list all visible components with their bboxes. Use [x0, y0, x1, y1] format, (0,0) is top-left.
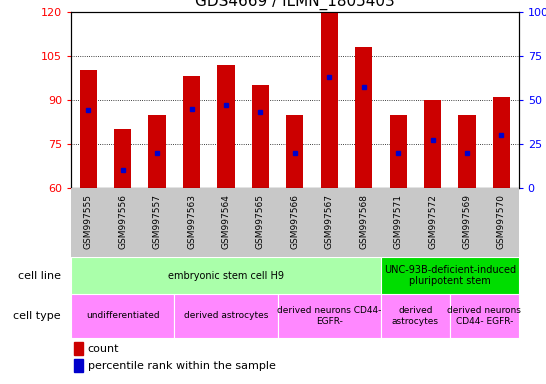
- Text: GSM997555: GSM997555: [84, 194, 93, 249]
- Text: cell type: cell type: [13, 311, 61, 321]
- Bar: [321, 12, 338, 188]
- Text: GSM997557: GSM997557: [152, 194, 162, 249]
- Bar: [450, 294, 519, 338]
- Text: GSM997568: GSM997568: [359, 194, 368, 249]
- Text: derived neurons CD44-
EGFR-: derived neurons CD44- EGFR-: [277, 306, 382, 326]
- Text: GSM997564: GSM997564: [222, 194, 230, 248]
- Bar: [381, 294, 450, 338]
- Bar: [389, 114, 407, 188]
- Title: GDS4669 / ILMN_1805403: GDS4669 / ILMN_1805403: [195, 0, 395, 10]
- Bar: [74, 359, 83, 372]
- Text: GSM997567: GSM997567: [325, 194, 334, 249]
- Text: derived astrocytes: derived astrocytes: [184, 311, 268, 320]
- Bar: [174, 294, 277, 338]
- Bar: [424, 100, 441, 188]
- Bar: [277, 294, 381, 338]
- Bar: [80, 70, 97, 188]
- Text: percentile rank within the sample: percentile rank within the sample: [87, 361, 275, 371]
- Bar: [286, 114, 304, 188]
- Bar: [355, 47, 372, 188]
- Bar: [459, 114, 476, 188]
- Text: GSM997571: GSM997571: [394, 194, 402, 249]
- Bar: [71, 257, 381, 294]
- Text: GSM997569: GSM997569: [462, 194, 472, 249]
- Bar: [493, 97, 510, 188]
- Text: GSM997572: GSM997572: [428, 194, 437, 248]
- Text: derived
astrocytes: derived astrocytes: [392, 306, 439, 326]
- Text: GSM997565: GSM997565: [256, 194, 265, 249]
- Bar: [217, 65, 235, 188]
- Text: cell line: cell line: [17, 270, 61, 281]
- Bar: [74, 342, 83, 355]
- Text: GSM997556: GSM997556: [118, 194, 127, 249]
- Bar: [381, 257, 519, 294]
- Text: GSM997570: GSM997570: [497, 194, 506, 249]
- Text: UNC-93B-deficient-induced
pluripotent stem: UNC-93B-deficient-induced pluripotent st…: [384, 265, 516, 286]
- Bar: [252, 85, 269, 188]
- Text: count: count: [87, 344, 119, 354]
- Text: derived neurons
CD44- EGFR-: derived neurons CD44- EGFR-: [447, 306, 521, 326]
- Bar: [71, 294, 174, 338]
- Text: undifferentiated: undifferentiated: [86, 311, 159, 320]
- Text: embryonic stem cell H9: embryonic stem cell H9: [168, 270, 284, 281]
- Bar: [149, 114, 165, 188]
- Text: GSM997566: GSM997566: [290, 194, 299, 249]
- Bar: [183, 76, 200, 188]
- Bar: [114, 129, 131, 188]
- Text: GSM997563: GSM997563: [187, 194, 196, 249]
